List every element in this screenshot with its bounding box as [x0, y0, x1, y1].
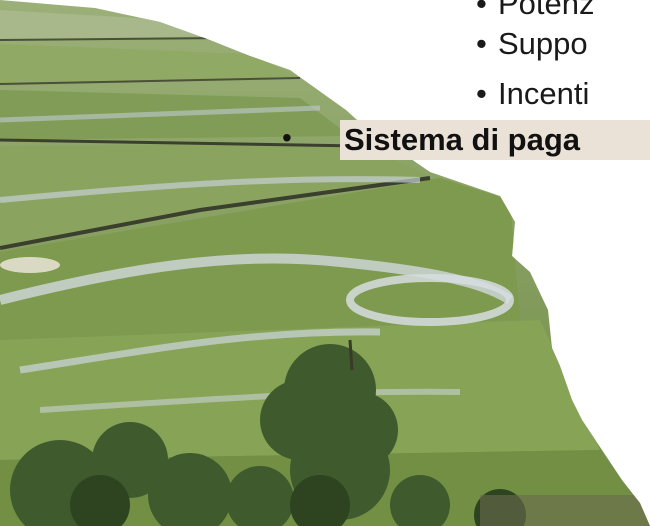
bullet-glyph: •	[476, 76, 487, 111]
bullet-text: Potenz	[498, 0, 595, 21]
bullet-text: Incenti	[498, 76, 590, 111]
bullet-item-1: • Potenz	[476, 0, 595, 22]
bullet-item-2: • Suppo	[476, 26, 588, 62]
bullet-glyph: •	[476, 26, 487, 61]
bullet-text: Suppo	[498, 26, 588, 61]
main-bullet-text: Sistema di paga	[344, 122, 581, 157]
bullet-glyph: •	[282, 122, 292, 153]
bullet-glyph: •	[476, 0, 487, 21]
highlight-background	[340, 120, 650, 160]
bullet-item-3: • Incenti	[476, 76, 589, 112]
